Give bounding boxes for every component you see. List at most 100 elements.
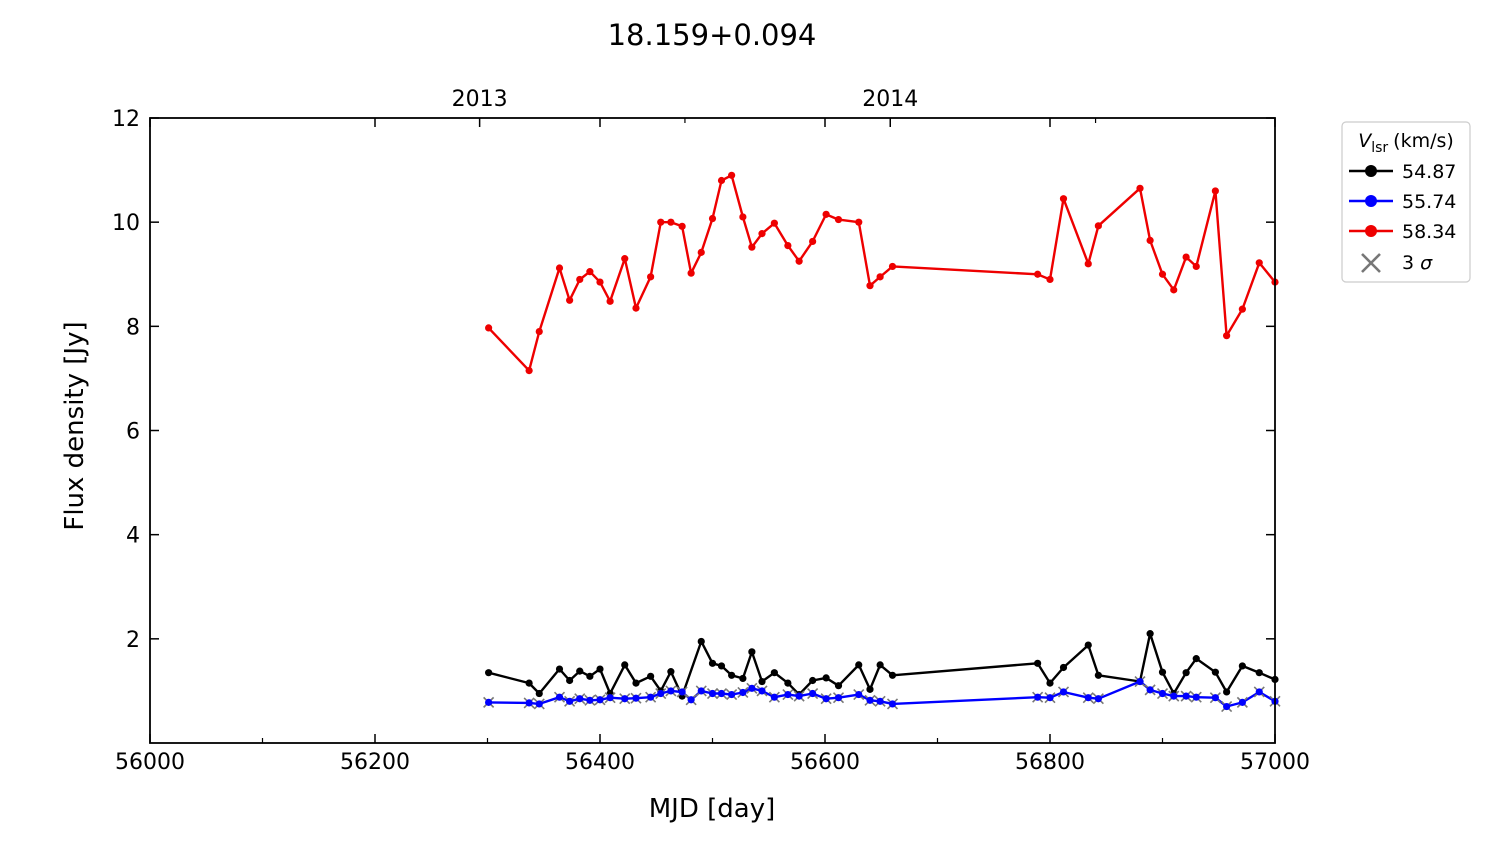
data-point: [748, 648, 756, 656]
data-point: [535, 689, 543, 698]
data-point: [770, 693, 778, 701]
data-point: [667, 668, 675, 676]
series-54.87: [485, 630, 1279, 700]
data-point: [1059, 663, 1068, 672]
data-point: [555, 665, 564, 673]
y-axis: 2 4 6 8 10 12: [112, 107, 1275, 653]
top-year-axis: 2013 2014: [452, 87, 1097, 127]
legend-title-unit: (km/s): [1393, 130, 1454, 152]
x-axis: 56000 56200 56400 56600 56800 57000: [115, 118, 1310, 775]
data-point: [1223, 702, 1231, 711]
data-point: [739, 688, 747, 697]
x-tick-label: 56600: [790, 750, 860, 775]
data-point: [647, 672, 655, 680]
data-point: [1059, 688, 1068, 696]
data-point: [1094, 222, 1102, 230]
data-point: [888, 700, 897, 708]
x-axis-label: MJD [day]: [649, 794, 776, 824]
data-point: [1182, 253, 1190, 261]
data-point: [687, 696, 695, 704]
data-point: [1084, 641, 1092, 649]
data-point: [632, 694, 640, 702]
data-point: [809, 237, 817, 246]
data-point: [485, 698, 493, 706]
data-point: [1238, 662, 1246, 670]
data-point: [485, 669, 493, 677]
data-point: [855, 690, 863, 699]
data-point: [1136, 184, 1144, 192]
data-point: [1192, 655, 1200, 663]
legend-sigma-marker-b: [1361, 253, 1381, 273]
data-point: [822, 674, 830, 682]
data-point: [876, 273, 884, 281]
data-point: [1211, 187, 1219, 195]
data-point: [809, 676, 817, 685]
data-point: [748, 684, 756, 692]
legend-label: 54.87: [1402, 161, 1456, 183]
data-point: [784, 242, 792, 250]
data-point: [888, 671, 897, 679]
data-point: [525, 679, 533, 687]
legend-marker: [1365, 195, 1377, 207]
data-point: [657, 218, 665, 226]
data-point: [758, 687, 766, 695]
data-point: [535, 327, 543, 336]
data-point: [1255, 259, 1263, 267]
data-point: [834, 682, 843, 690]
data-point: [576, 275, 584, 284]
legend-title-sub: lsr: [1371, 140, 1388, 156]
data-point: [728, 671, 736, 679]
data-point: [596, 278, 604, 286]
data-point: [1170, 286, 1178, 294]
data-point: [888, 262, 897, 271]
data-point: [876, 697, 884, 705]
data-point: [728, 690, 736, 699]
data-point: [1059, 195, 1068, 203]
data-point: [708, 689, 717, 698]
series-55.74: [483, 675, 1281, 713]
plot-frame: [149, 117, 1276, 744]
data-point: [621, 661, 629, 669]
series-line: [488, 632, 1276, 698]
data-point: [1182, 692, 1190, 700]
data-point: [596, 696, 604, 704]
data-point: [586, 696, 594, 704]
data-point: [566, 676, 574, 685]
data-point: [1238, 305, 1246, 313]
data-point: [667, 687, 675, 695]
data-point: [834, 694, 843, 702]
data-point: [632, 304, 640, 312]
data-point: [866, 282, 874, 290]
data-point: [717, 689, 726, 698]
legend-entry-sigma: 3 σ: [1361, 252, 1433, 274]
data-point: [647, 693, 655, 701]
data-point: [1255, 669, 1263, 677]
legend-label: 58.34: [1402, 221, 1456, 243]
x-tick-label: 56400: [565, 750, 635, 775]
data-point: [748, 243, 756, 251]
legend-sigma-label: 3 σ: [1402, 252, 1433, 274]
data-point: [1223, 332, 1231, 340]
data-point: [647, 273, 655, 281]
data-point: [687, 269, 695, 277]
legend-sigma-symbol: σ: [1420, 252, 1433, 274]
data-point: [1211, 668, 1219, 676]
top-tick-label: 2013: [452, 87, 508, 112]
data-point: [809, 689, 817, 698]
data-point: [866, 696, 874, 704]
data-point: [784, 690, 792, 699]
data-point: [632, 679, 640, 687]
data-point: [1170, 692, 1178, 700]
data-point: [1223, 688, 1231, 696]
legend-marker: [1365, 165, 1377, 177]
data-point: [566, 697, 574, 705]
data-point: [1046, 694, 1054, 702]
data-point: [1146, 236, 1154, 244]
data-point: [795, 692, 803, 700]
x-tick-label: 56800: [1015, 750, 1085, 775]
legend-entries: 54.87 55.74 58.34: [1349, 161, 1456, 243]
data-point: [657, 689, 665, 698]
data-point: [1192, 262, 1200, 271]
data-point: [876, 661, 884, 669]
